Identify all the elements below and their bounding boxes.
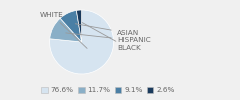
Text: BLACK: BLACK xyxy=(82,23,141,51)
Text: HISPANIC: HISPANIC xyxy=(66,33,150,43)
Wedge shape xyxy=(50,18,82,42)
Text: WHITE: WHITE xyxy=(40,12,87,48)
Legend: 76.6%, 11.7%, 9.1%, 2.6%: 76.6%, 11.7%, 9.1%, 2.6% xyxy=(38,84,178,96)
Text: ASIAN: ASIAN xyxy=(75,24,139,36)
Wedge shape xyxy=(76,10,82,42)
Wedge shape xyxy=(50,10,114,74)
Wedge shape xyxy=(60,10,82,42)
